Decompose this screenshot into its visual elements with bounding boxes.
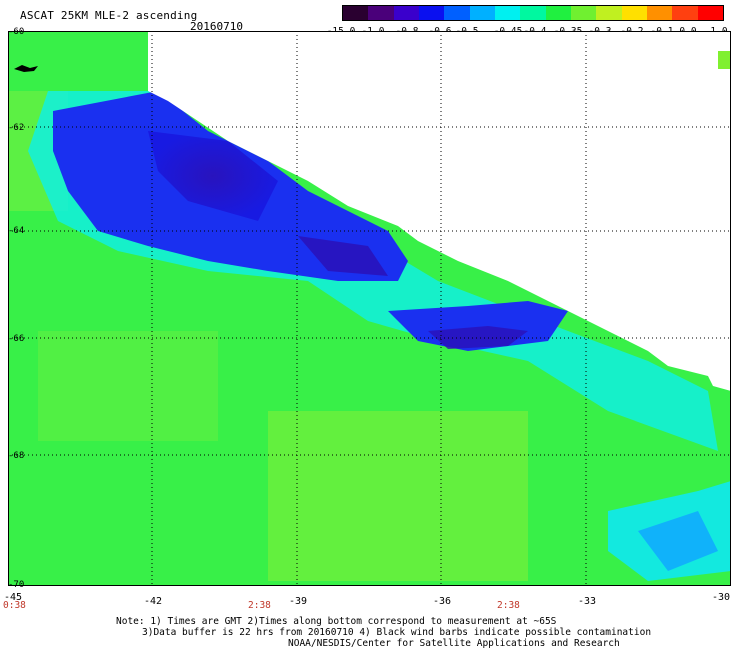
footnote-line: 3)Data buffer is 22 hrs from 20160710 4)… (142, 627, 652, 638)
lat-label: -60 (8, 27, 25, 37)
footnote: Note: 1) Times are GMT 2)Times along bot… (116, 616, 651, 649)
lon-label: -39 (289, 596, 308, 607)
time-label: 0:38 (3, 600, 26, 611)
colorbar-swatch (343, 6, 369, 20)
wind-band (638, 511, 718, 571)
lat-label: -68 (8, 451, 25, 461)
lon-label: -33 (578, 596, 597, 607)
lat-label: -66 (8, 334, 25, 344)
time-label: 2:38 (497, 600, 520, 611)
lon-label: -36 (433, 596, 452, 607)
map-frame (8, 31, 731, 586)
map-plot (8, 31, 731, 586)
colorbar-swatch (368, 6, 394, 20)
no-data-region (148, 31, 731, 391)
image-date: 20160710 (190, 20, 243, 33)
high-wind-core (428, 326, 528, 349)
colorbar (342, 5, 724, 21)
colorbar-swatch (469, 6, 495, 20)
lon-label: -42 (144, 596, 163, 607)
wind-patch (268, 411, 528, 581)
lon-label: -45 (4, 592, 23, 603)
colorbar-swatch (596, 6, 622, 20)
colorbar-swatch (646, 6, 673, 20)
wind-patch (38, 331, 218, 441)
lon-label: -30 (712, 592, 731, 603)
colorbar-swatch (621, 6, 647, 20)
colorbar-swatch (520, 6, 546, 20)
lat-label: -64 (8, 226, 25, 236)
time-label: 2:38 (248, 600, 271, 611)
colorbar-swatch (545, 6, 571, 20)
coastline (14, 65, 38, 72)
high-wind-core (298, 236, 388, 276)
colorbar-swatch (672, 6, 698, 20)
image-title: ASCAT 25KM MLE-2 ascending (20, 9, 198, 22)
lat-label: -62 (8, 123, 25, 133)
graticule (8, 31, 731, 586)
wind-patch (718, 51, 731, 69)
lat-label: -70 (8, 580, 25, 590)
colorbar-swatch (393, 6, 419, 20)
colorbar-swatch (697, 6, 723, 20)
colorbar-swatch (494, 6, 521, 20)
high-wind-core (148, 131, 278, 221)
colorbar-swatch (570, 6, 597, 20)
footnote-line: Note: 1) Times are GMT 2)Times along bot… (116, 616, 557, 627)
colorbar-swatch (444, 6, 470, 20)
footnote-line: NOAA/NESDIS/Center for Satellite Applica… (288, 638, 620, 649)
colorbar-swatch (418, 6, 445, 20)
map-svg (8, 31, 731, 586)
